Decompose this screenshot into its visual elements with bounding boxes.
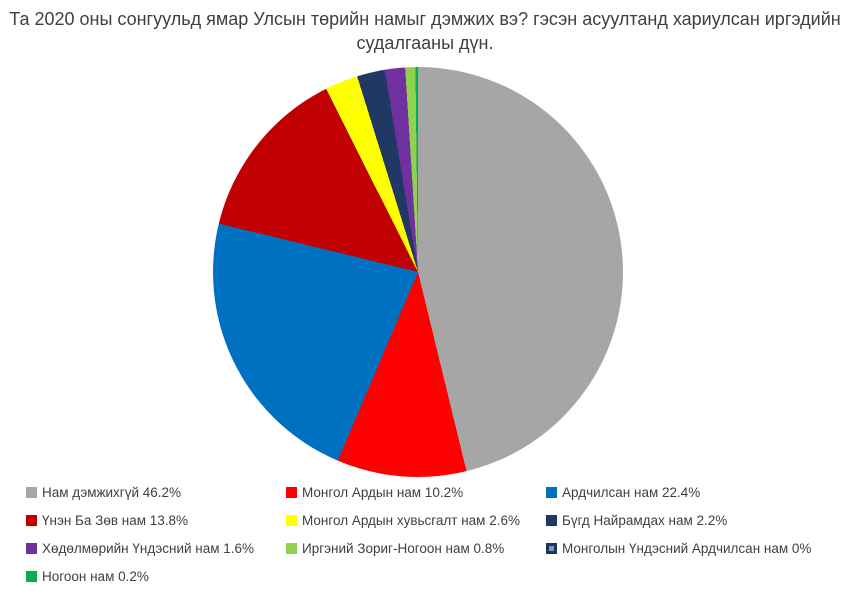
legend-item: Ногоон нам 0.2% (26, 569, 286, 584)
legend-item: Монгол Ардын хувьсгалт нам 2.6% (286, 513, 546, 528)
legend-swatch-inner (549, 545, 554, 551)
legend-swatch (26, 542, 37, 554)
legend-label: Ардчилсан нам 22.4% (562, 484, 701, 500)
legend-swatch (26, 514, 37, 526)
legend-label: Нам дэмжихгүй 46.2% (42, 484, 182, 500)
legend-label: Монгол Ардын нам 10.2% (302, 484, 464, 500)
legend-swatch (286, 542, 297, 554)
legend-swatch (546, 486, 557, 498)
legend-item: Иргэний Зориг-Ногоон нам 0.8% (286, 541, 546, 556)
legend-item: Үнэн Ба Зөв нам 13.8% (26, 513, 286, 528)
legend-item: Хөдөлмөрийн Үндэсний нам 1.6% (26, 541, 286, 556)
legend-swatch (286, 486, 297, 498)
legend-item: Монголын Үндэсний Ардчилсан нам 0% (546, 541, 832, 556)
legend-label: Бүгд Найрамдах нам 2.2% (562, 512, 728, 528)
chart-title-line-1: Та 2020 оны сонгуульд ямар Улсын төрийн … (9, 9, 841, 29)
legend-label: Монголын Үндэсний Ардчилсан нам 0% (562, 540, 812, 556)
legend-swatch (26, 570, 37, 582)
pie-chart (213, 67, 623, 477)
legend-item: Бүгд Найрамдах нам 2.2% (546, 513, 832, 528)
legend-swatch (286, 514, 297, 526)
legend-label: Хөдөлмөрийн Үндэсний нам 1.6% (42, 540, 255, 556)
legend-swatch (546, 542, 557, 554)
chart-title-line-2: судалгааны дүн. (356, 33, 494, 53)
legend-item: Нам дэмжихгүй 46.2% (26, 485, 286, 500)
chart-title: Та 2020 оны сонгуульд ямар Улсын төрийн … (0, 7, 850, 55)
legend-label: Иргэний Зориг-Ногоон нам 0.8% (302, 540, 505, 556)
legend-label: Монгол Ардын хувьсгалт нам 2.6% (302, 512, 520, 528)
chart-legend: Нам дэмжихгүй 46.2% Монгол Ардын нам 10.2… (26, 478, 832, 590)
legend-label: Үнэн Ба Зөв нам 13.8% (42, 512, 189, 528)
legend-swatch (546, 514, 557, 526)
legend-item: Ардчилсан нам 22.4% (546, 485, 832, 500)
legend-label: Ногоон нам 0.2% (42, 568, 149, 584)
legend-item: Монгол Ардын нам 10.2% (286, 485, 546, 500)
legend-swatch (26, 486, 37, 498)
